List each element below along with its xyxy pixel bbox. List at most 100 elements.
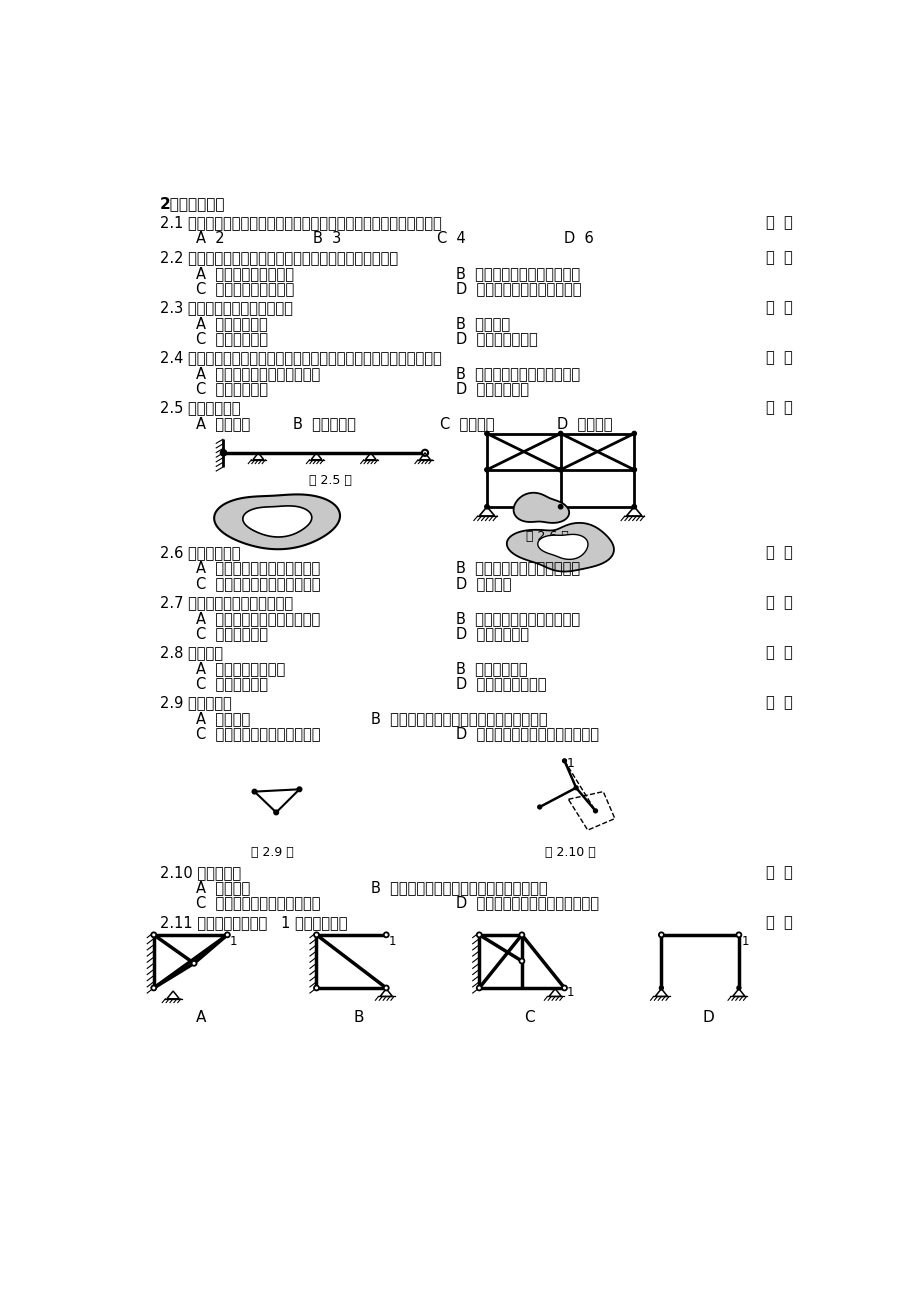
Circle shape — [519, 959, 524, 963]
Circle shape — [151, 985, 156, 990]
Text: D  瞬变体系: D 瞬变体系 — [456, 576, 511, 592]
Circle shape — [631, 504, 636, 509]
Circle shape — [191, 960, 197, 966]
Text: （  ）: （ ） — [766, 865, 792, 880]
Text: 题 2.5 图: 题 2.5 图 — [309, 474, 351, 487]
Text: 1: 1 — [566, 757, 574, 770]
Text: A  无多余约束的几何不变体系: A 无多余约束的几何不变体系 — [196, 611, 321, 625]
Circle shape — [659, 986, 663, 990]
Circle shape — [631, 431, 636, 437]
Circle shape — [484, 504, 489, 509]
Text: B  有多余约束的几何不变体系: B 有多余约束的几何不变体系 — [456, 560, 580, 576]
Circle shape — [383, 933, 389, 937]
Circle shape — [252, 790, 256, 794]
Circle shape — [274, 810, 278, 814]
Circle shape — [297, 787, 301, 792]
Circle shape — [573, 786, 577, 790]
Text: （  ）: （ ） — [766, 595, 792, 610]
Text: 2、单项选择题: 2、单项选择题 — [160, 197, 225, 211]
Polygon shape — [538, 534, 587, 559]
Text: 2.7 不能作为建筑结构使用的是: 2.7 不能作为建筑结构使用的是 — [160, 595, 293, 610]
Text: 2.1 将三刚片组成无多余约束的几何不变体系，必要的约束数目是几个: 2.1 将三刚片组成无多余约束的几何不变体系，必要的约束数目是几个 — [160, 216, 441, 231]
Circle shape — [484, 468, 489, 472]
Circle shape — [631, 468, 636, 472]
Circle shape — [313, 985, 319, 990]
Text: D  6: D 6 — [564, 231, 594, 246]
Circle shape — [735, 933, 741, 937]
Text: A  产生很小的力: A 产生很小的力 — [196, 315, 267, 331]
Circle shape — [558, 468, 562, 472]
Circle shape — [313, 933, 319, 937]
Circle shape — [558, 504, 562, 509]
Text: A  瞬变体系: A 瞬变体系 — [196, 710, 250, 726]
Circle shape — [538, 805, 541, 809]
Text: C  几何不变体系: C 几何不变体系 — [196, 625, 268, 641]
Text: B: B — [353, 1010, 364, 1024]
Circle shape — [593, 809, 596, 813]
Text: B  有一个自由度和一个多余约束的可变体系: B 有一个自由度和一个多余约束的可变体系 — [370, 880, 547, 895]
Text: 题 2.6 图: 题 2.6 图 — [525, 530, 568, 543]
Circle shape — [221, 450, 226, 456]
Text: C  有两个自由度: C 有两个自由度 — [196, 676, 268, 691]
Text: 2.8 一根链杆: 2.8 一根链杆 — [160, 645, 222, 661]
Text: D  瞬变体系: D 瞬变体系 — [556, 416, 611, 431]
Text: B  有多余约束的几何不变体系: B 有多余约束的几何不变体系 — [456, 611, 580, 625]
Text: 题 2.9 图: 题 2.9 图 — [250, 846, 293, 859]
Text: （  ）: （ ） — [766, 250, 792, 266]
Text: A  静定结构: A 静定结构 — [196, 416, 250, 431]
Circle shape — [562, 985, 566, 990]
Text: 1: 1 — [230, 934, 237, 947]
Text: A  无多余约束的几何不变体系: A 无多余约束的几何不变体系 — [196, 366, 321, 380]
Text: 题 2.10 图: 题 2.10 图 — [545, 846, 596, 859]
Circle shape — [736, 986, 740, 990]
Text: A: A — [196, 1010, 207, 1024]
Text: 1: 1 — [566, 986, 573, 999]
Text: B  3: B 3 — [312, 231, 341, 246]
Text: 2.11 下列那个体系中的   1 点不是二元体: 2.11 下列那个体系中的 1 点不是二元体 — [160, 915, 347, 930]
Text: C  产生很大的力: C 产生很大的力 — [196, 331, 268, 347]
Text: 1: 1 — [741, 934, 748, 947]
Circle shape — [476, 933, 482, 937]
Text: （  ）: （ ） — [766, 915, 792, 930]
Text: A  无多余约束的几何不变体系: A 无多余约束的几何不变体系 — [196, 560, 321, 576]
Text: 2.2 三刚片组成无多余约束的几何不变体系，其联结方式是: 2.2 三刚片组成无多余约束的几何不变体系，其联结方式是 — [160, 250, 398, 266]
Text: C  有多余约束的几何可变体系: C 有多余约束的几何可变体系 — [196, 576, 321, 592]
Text: （  ）: （ ） — [766, 301, 792, 315]
Circle shape — [658, 933, 664, 937]
Text: D: D — [702, 1010, 713, 1024]
Text: 2.3 瞬变体系在一般荷载作用下: 2.3 瞬变体系在一般荷载作用下 — [160, 301, 292, 315]
Text: B  有一个自由度: B 有一个自由度 — [456, 661, 528, 676]
Text: 1: 1 — [388, 934, 396, 947]
Text: （  ）: （ ） — [766, 645, 792, 661]
Text: （  ）: （ ） — [766, 696, 792, 710]
Text: C  4: C 4 — [437, 231, 465, 246]
Polygon shape — [243, 506, 312, 537]
Text: B  超静定结构: B 超静定结构 — [293, 416, 356, 431]
Circle shape — [558, 431, 562, 437]
Text: 2.6 图示体系属于: 2.6 图示体系属于 — [160, 545, 240, 560]
Text: D  以三个无穷远处的虚铰相联: D 以三个无穷远处的虚铰相联 — [456, 281, 581, 296]
Text: D  可减少一个自由度: D 可减少一个自由度 — [456, 676, 546, 691]
Polygon shape — [513, 493, 569, 523]
Text: 2.4 从一个无多余约束的几何不变体系上去除二元体后得到的新体系是: 2.4 从一个无多余约束的几何不变体系上去除二元体后得到的新体系是 — [160, 351, 441, 365]
Text: D  不存在静力解答: D 不存在静力解答 — [456, 331, 538, 347]
Text: B  有一个自由度和一个多余约束的可变体系: B 有一个自由度和一个多余约束的可变体系 — [370, 710, 547, 726]
Text: （  ）: （ ） — [766, 351, 792, 365]
Text: D  几何可变体系: D 几何可变体系 — [456, 625, 528, 641]
Circle shape — [519, 933, 524, 937]
Text: （  ）: （ ） — [766, 545, 792, 560]
Text: （  ）: （ ） — [766, 216, 792, 231]
Text: B  不产生力: B 不产生力 — [456, 315, 509, 331]
Polygon shape — [506, 523, 613, 572]
Text: D  有两个多余约束的几何不变体系: D 有两个多余约束的几何不变体系 — [456, 895, 598, 911]
Text: A  以任意的三个铰相联: A 以任意的三个铰相联 — [196, 266, 294, 280]
Text: C  无多余约束的几何不变体系: C 无多余约束的几何不变体系 — [196, 895, 321, 911]
Text: C  无多余约束的几何不变体系: C 无多余约束的几何不变体系 — [196, 726, 321, 741]
Circle shape — [151, 933, 156, 937]
Circle shape — [484, 431, 489, 437]
Text: C  以三对平行链杆相联: C 以三对平行链杆相联 — [196, 281, 294, 296]
Text: 2.5 图示体系属于: 2.5 图示体系属于 — [160, 400, 240, 416]
Text: C: C — [524, 1010, 534, 1024]
Text: 2.10 图示体系是: 2.10 图示体系是 — [160, 865, 241, 880]
Text: B  以不在一条线上三个铰相联: B 以不在一条线上三个铰相联 — [456, 266, 580, 280]
